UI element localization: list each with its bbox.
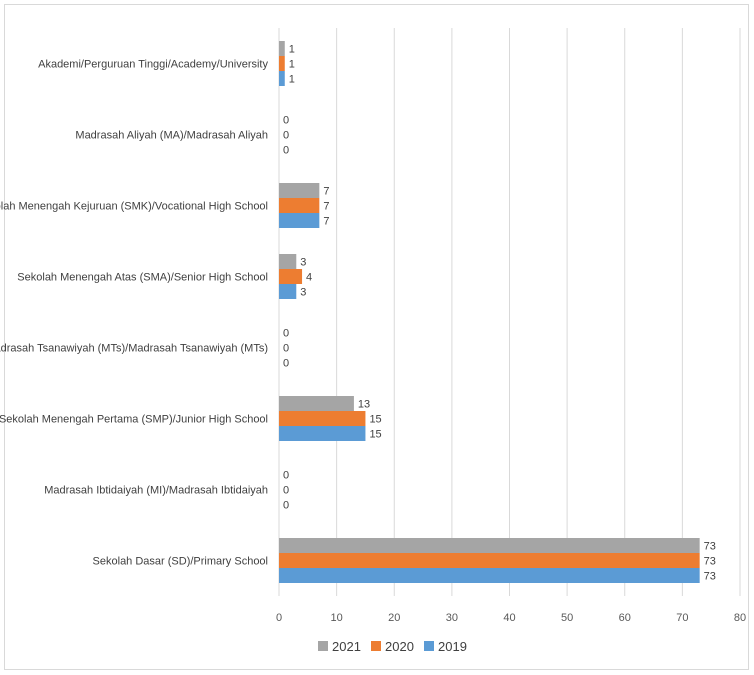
category-label: Akademi/Perguruan Tinggi/Academy/Univers…	[38, 59, 268, 71]
legend-label-2021: 2021	[332, 639, 361, 654]
data-label-2019: 0	[283, 500, 289, 512]
data-label-2019: 15	[369, 429, 381, 441]
x-tick-label: 30	[446, 612, 458, 624]
bar-2019	[279, 213, 320, 228]
data-label-2020: 15	[369, 414, 381, 426]
x-tick-label: 10	[331, 612, 343, 624]
legend-label-2020: 2020	[385, 639, 414, 654]
category-label: Sekolah Menengah Kejuruan (SMK)/Vocation…	[0, 201, 268, 213]
bar-2021	[279, 41, 285, 56]
data-label-2020: 73	[704, 556, 716, 568]
data-label-2021: 1	[289, 44, 295, 56]
bar-2021	[279, 254, 297, 269]
category-label: Sekolah Menengah Atas (SMA)/Senior High …	[17, 272, 268, 284]
x-tick-label: 20	[388, 612, 400, 624]
legend-swatch-2020	[371, 641, 381, 651]
category-label: Sekolah Dasar (SD)/Primary School	[93, 556, 268, 568]
bar-2019	[279, 71, 285, 86]
bar-2021	[279, 183, 320, 198]
data-label-2020: 7	[323, 201, 329, 213]
data-label-2021: 0	[283, 328, 289, 340]
data-label-2019: 73	[704, 571, 716, 583]
bar-2020	[279, 56, 285, 71]
legend-swatch-2021	[318, 641, 328, 651]
bar-2019	[279, 568, 700, 583]
bar-2020	[279, 411, 366, 426]
data-label-2019: 0	[283, 358, 289, 370]
data-label-2020: 0	[283, 130, 289, 142]
legend-label-2019: 2019	[438, 639, 467, 654]
data-label-2019: 7	[323, 216, 329, 228]
x-tick-label: 40	[503, 612, 515, 624]
data-label-2019: 3	[300, 287, 306, 299]
bar-2019	[279, 284, 297, 299]
chart-frame	[4, 4, 749, 670]
x-tick-label: 80	[734, 612, 746, 624]
data-label-2021: 7	[323, 186, 329, 198]
data-label-2021: 0	[283, 115, 289, 127]
bar-2019	[279, 426, 366, 441]
category-label: Madrasah Aliyah (MA)/Madrasah Aliyah	[75, 130, 268, 142]
x-tick-label: 0	[276, 612, 282, 624]
data-label-2020: 4	[306, 272, 312, 284]
legend-swatch-2019	[424, 641, 434, 651]
data-label-2021: 13	[358, 399, 370, 411]
data-label-2021: 0	[283, 470, 289, 482]
data-label-2021: 3	[300, 257, 306, 269]
category-label: Madrasah Ibtidaiyah (MI)/Madrasah Ibtida…	[44, 485, 268, 497]
x-tick-label: 50	[561, 612, 573, 624]
bar-2021	[279, 396, 354, 411]
bar-2020	[279, 198, 320, 213]
data-label-2019: 1	[289, 74, 295, 86]
x-tick-label: 70	[676, 612, 688, 624]
data-label-2019: 0	[283, 145, 289, 157]
data-label-2020: 1	[289, 59, 295, 71]
bar-2021	[279, 538, 700, 553]
x-tick-label: 60	[619, 612, 631, 624]
data-label-2020: 0	[283, 485, 289, 497]
category-label: Sekolah Menengah Pertama (SMP)/Junior Hi…	[0, 414, 268, 426]
bar-2020	[279, 269, 303, 284]
category-label: Madrasah Tsanawiyah (MTs)/Madrasah Tsana…	[0, 343, 268, 355]
data-label-2020: 0	[283, 343, 289, 355]
data-label-2021: 73	[704, 541, 716, 553]
bar-2020	[279, 553, 700, 568]
